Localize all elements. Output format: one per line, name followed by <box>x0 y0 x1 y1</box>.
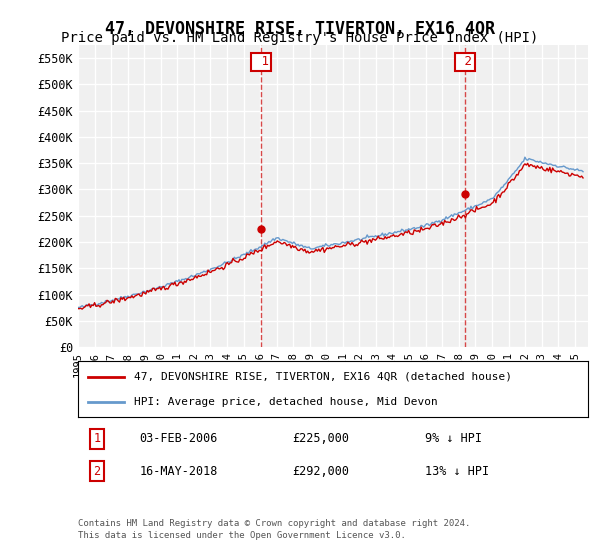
Point <box>257 225 266 234</box>
Text: 03-FEB-2006: 03-FEB-2006 <box>139 432 218 445</box>
Text: £292,000: £292,000 <box>292 465 349 478</box>
Text: £225,000: £225,000 <box>292 432 349 445</box>
Text: 1: 1 <box>94 432 100 445</box>
Text: 9% ↓ HPI: 9% ↓ HPI <box>425 432 482 445</box>
Text: 47, DEVONSHIRE RISE, TIVERTON, EX16 4QR (detached house): 47, DEVONSHIRE RISE, TIVERTON, EX16 4QR … <box>134 372 512 382</box>
Text: Price paid vs. HM Land Registry's House Price Index (HPI): Price paid vs. HM Land Registry's House … <box>61 31 539 45</box>
Text: 47, DEVONSHIRE RISE, TIVERTON, EX16 4QR: 47, DEVONSHIRE RISE, TIVERTON, EX16 4QR <box>105 20 495 38</box>
Text: 2: 2 <box>94 465 100 478</box>
Point <box>460 189 470 198</box>
Text: 13% ↓ HPI: 13% ↓ HPI <box>425 465 489 478</box>
Text: 2: 2 <box>457 55 472 68</box>
Text: Contains HM Land Registry data © Crown copyright and database right 2024.: Contains HM Land Registry data © Crown c… <box>78 520 470 529</box>
Text: This data is licensed under the Open Government Licence v3.0.: This data is licensed under the Open Gov… <box>78 531 406 540</box>
Text: HPI: Average price, detached house, Mid Devon: HPI: Average price, detached house, Mid … <box>134 396 438 407</box>
Text: 16-MAY-2018: 16-MAY-2018 <box>139 465 218 478</box>
Text: 1: 1 <box>254 55 269 68</box>
